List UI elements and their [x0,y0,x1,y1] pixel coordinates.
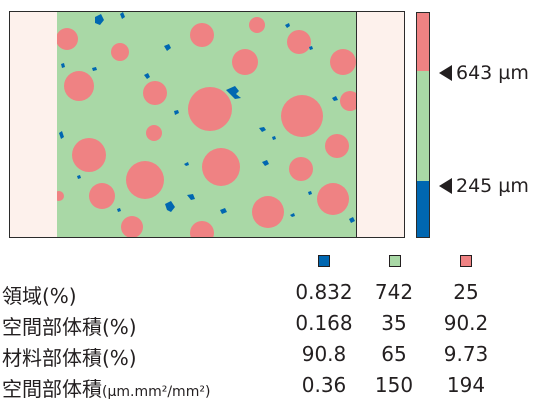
row-label-unit: (μm.mm²/mm²) [102,384,211,400]
map-left-margin [10,12,58,237]
phase-map-frame [9,11,405,238]
blue-channel-regions [59,12,355,223]
scale-green-segment [417,71,429,181]
row-label: 材料部体積(%) [2,342,137,371]
row-label-text: 空間部体積 [2,315,102,339]
row-label-unit: (%) [102,315,137,339]
row-label-text: 領域 [2,284,42,308]
table-cell: 150 [374,373,414,397]
pink-pore-regions [57,17,357,237]
row-label-text: 材料部体積 [2,346,102,370]
table-cell: 194 [446,373,486,397]
row-label: 領域(%) [2,280,77,309]
table-cell: 742 [374,280,414,304]
table-cell: 90.2 [443,311,489,335]
row-label-unit: (%) [42,284,77,308]
legend-swatch-pink [460,255,472,267]
table-cell: 25 [453,280,479,304]
scale-pink-segment [417,13,429,71]
table-cell: 35 [381,311,407,335]
map-right-margin [356,12,404,237]
scale-blue-segment [417,181,429,237]
color-scale-bar [416,12,430,238]
table-cell: 9.73 [443,342,489,366]
legend-swatch-green [389,255,401,267]
row-label-unit: (%) [102,346,137,370]
row-label: 空間部体積(%) [2,311,137,340]
table-cell: 0.36 [301,373,347,397]
upper-threshold-marker: 643 µm [439,62,529,84]
row-label: 空間部体積(μm.mm²/mm²) [2,373,210,402]
lower-threshold-label: 245 µm [456,175,529,197]
phase-map-image [57,12,357,237]
table-cell: 0.832 [295,280,353,304]
left-triangle-icon [439,65,452,81]
upper-threshold-label: 643 µm [456,62,529,84]
lower-threshold-marker: 245 µm [439,175,529,197]
legend-swatch-blue [318,255,330,267]
row-label-text: 空間部体積 [2,377,102,401]
table-cell: 90.8 [301,342,347,366]
phase-map-svg [57,12,357,237]
left-triangle-icon [439,178,452,194]
table-cell: 0.168 [295,311,353,335]
table-cell: 65 [381,342,407,366]
